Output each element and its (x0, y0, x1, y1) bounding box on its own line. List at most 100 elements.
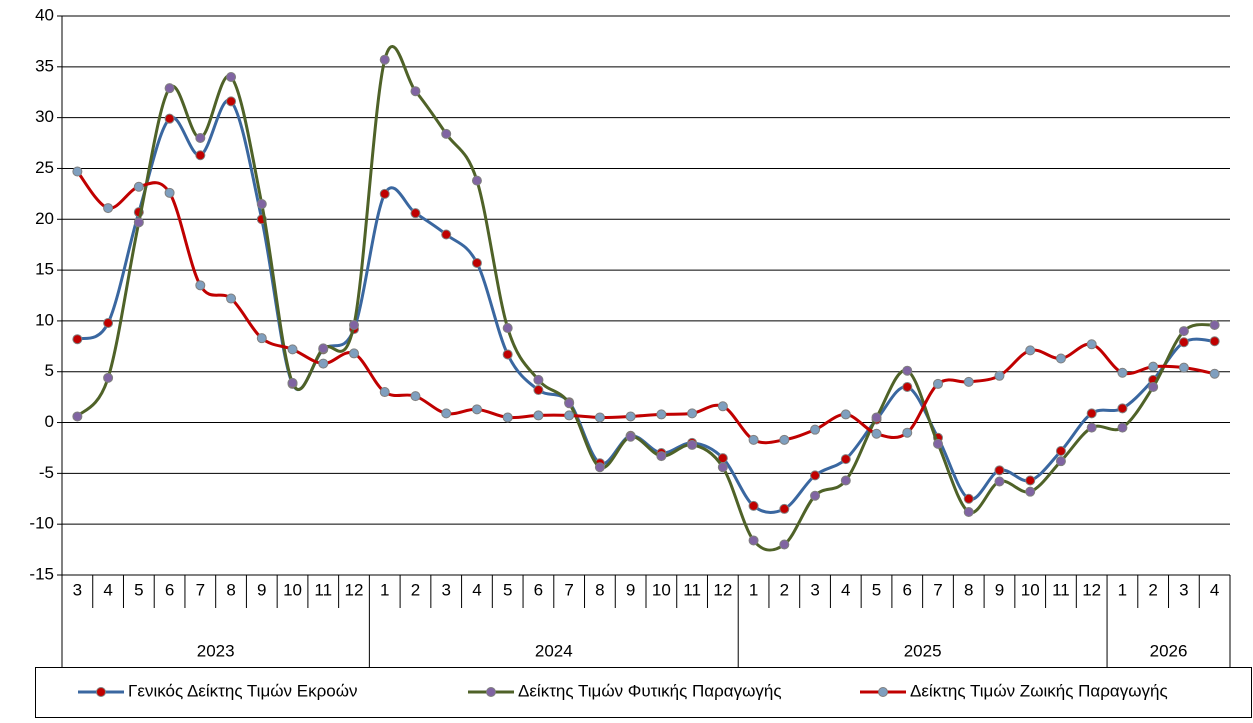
point (287, 344, 298, 355)
y-tick-label: -5 (39, 463, 54, 482)
point (72, 411, 83, 422)
y-tick-label: -10 (29, 514, 54, 533)
point (226, 96, 237, 107)
point (533, 410, 544, 421)
x-tick-label: 8 (595, 580, 604, 599)
x-tick-label: 2 (1148, 580, 1157, 599)
legend-label: Γενικός Δείκτης Τιμών Εκροών (128, 681, 358, 700)
y-tick-label: 0 (45, 412, 54, 431)
point (1178, 326, 1189, 337)
point (840, 409, 851, 420)
point (963, 493, 974, 504)
x-tick-label: 3 (441, 580, 450, 599)
year-label: 2025 (904, 641, 942, 660)
point (902, 427, 913, 438)
x-tick-label: 5 (872, 580, 881, 599)
point (871, 412, 882, 423)
point (656, 409, 667, 420)
x-tick-label: 9 (626, 580, 635, 599)
point (164, 187, 175, 198)
y-tick-label: 15 (35, 260, 54, 279)
point (779, 503, 790, 514)
legend-marker (878, 687, 888, 697)
x-tick-label: 2 (411, 580, 420, 599)
x-tick-label: 10 (652, 580, 671, 599)
point (287, 377, 298, 388)
point (687, 408, 698, 419)
x-tick-label: 6 (903, 580, 912, 599)
point (1178, 362, 1189, 373)
point (1209, 368, 1220, 379)
point (779, 434, 790, 445)
x-tick-label: 3 (1179, 580, 1188, 599)
point (594, 462, 605, 473)
point (502, 412, 513, 423)
point (133, 181, 144, 192)
x-tick-label: 4 (472, 580, 481, 599)
point (994, 465, 1005, 476)
x-tick-label: 1 (380, 580, 389, 599)
point (103, 372, 114, 383)
point (471, 257, 482, 268)
x-tick-label: 9 (257, 580, 266, 599)
x-tick-label: 11 (1052, 580, 1070, 599)
point (533, 385, 544, 396)
x-tick-label: 5 (503, 580, 512, 599)
point (379, 54, 390, 65)
point (1117, 422, 1128, 433)
point (471, 404, 482, 415)
x-tick-label: 6 (165, 580, 174, 599)
point (1025, 475, 1036, 486)
x-tick-label: 12 (345, 580, 364, 599)
point (441, 128, 452, 139)
point (1055, 353, 1066, 364)
year-label: 2026 (1150, 641, 1188, 660)
x-tick-label: 12 (1082, 580, 1101, 599)
point (1178, 337, 1189, 348)
point (902, 365, 913, 376)
point (994, 370, 1005, 381)
x-tick-label: 11 (314, 580, 332, 599)
legend-label: Δείκτης Τιμών Ζωικής Παραγωγής (910, 681, 1168, 700)
x-tick-label: 11 (683, 580, 701, 599)
x-tick-label: 3 (73, 580, 82, 599)
y-tick-label: 35 (35, 56, 54, 75)
point (564, 410, 575, 421)
point (748, 434, 759, 445)
point (748, 535, 759, 546)
point (963, 376, 974, 387)
year-label: 2023 (197, 641, 235, 660)
legend-marker (96, 687, 106, 697)
point (1055, 446, 1066, 457)
point (72, 334, 83, 345)
point (963, 506, 974, 517)
point (226, 293, 237, 304)
point (1148, 361, 1159, 372)
y-tick-label: 5 (45, 361, 54, 380)
point (533, 374, 544, 385)
x-tick-label: 12 (713, 580, 732, 599)
point (1055, 456, 1066, 467)
x-tick-label: 8 (226, 580, 235, 599)
point (410, 86, 421, 97)
point (871, 428, 882, 439)
point (195, 280, 206, 291)
point (840, 454, 851, 465)
point (1086, 339, 1097, 350)
point (810, 470, 821, 481)
point (441, 229, 452, 240)
legend-label: Δείκτης Τιμών Φυτικής Παραγωγής (518, 681, 782, 700)
point (318, 358, 329, 369)
point (164, 83, 175, 94)
point (748, 500, 759, 511)
x-tick-label: 1 (749, 580, 758, 599)
point (195, 132, 206, 143)
point (1086, 408, 1097, 419)
point (1025, 486, 1036, 497)
point (502, 323, 513, 334)
point (840, 475, 851, 486)
x-tick-label: 4 (103, 580, 112, 599)
x-tick-label: 7 (564, 580, 573, 599)
x-tick-label: 4 (841, 580, 850, 599)
